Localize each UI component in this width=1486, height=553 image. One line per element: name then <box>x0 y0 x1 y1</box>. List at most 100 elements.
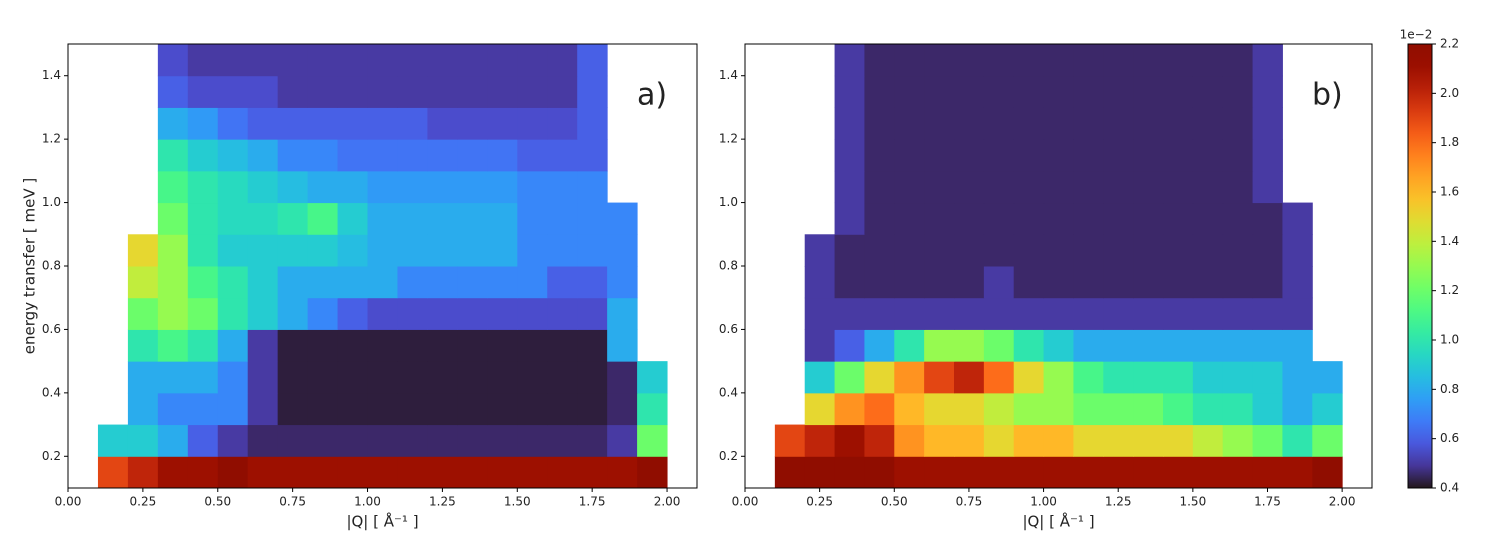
heatmap-cell <box>1103 266 1134 299</box>
heatmap-cell <box>337 297 369 330</box>
heatmap-cell <box>337 329 369 362</box>
heatmap-cell <box>1013 75 1045 108</box>
heatmap-cell <box>517 329 548 362</box>
heatmap-cell <box>1252 202 1283 235</box>
y-axis-label: energy transfer [ meV ] <box>21 178 39 354</box>
heatmap-cell <box>637 392 668 426</box>
x-tick-label: 1.75 <box>579 495 606 509</box>
heatmap-cell <box>1013 361 1045 394</box>
heatmap-cell <box>894 361 925 394</box>
heatmap-cell <box>1222 44 1254 77</box>
heatmap-cell <box>577 456 608 489</box>
heatmap-cell <box>577 266 608 299</box>
heatmap-cell <box>337 361 369 394</box>
heatmap-cell <box>1312 424 1343 457</box>
heatmap-cell <box>157 424 189 457</box>
heatmap-cell <box>637 361 668 394</box>
heatmap-cell <box>804 234 836 267</box>
heatmap-cell <box>307 44 339 77</box>
heatmap-cell <box>1073 44 1104 77</box>
heatmap-cell <box>397 297 428 330</box>
heatmap-cell <box>1163 392 1194 426</box>
heatmap-cell <box>864 392 895 426</box>
heatmap-cell <box>487 361 518 394</box>
heatmap-cell <box>1073 202 1104 235</box>
heatmap-cell <box>924 297 955 330</box>
heatmap-cell <box>1103 456 1134 489</box>
heatmap-cell <box>187 456 219 489</box>
heatmap-cell <box>1103 44 1134 77</box>
heatmap-cell <box>834 297 865 330</box>
heatmap-cell <box>337 424 369 457</box>
y-tick-label: 0.2 <box>719 449 738 463</box>
y-tick-label: 0.2 <box>42 449 61 463</box>
colorbar-tick-label: 2.0 <box>1440 86 1459 100</box>
heatmap-cell <box>547 361 578 394</box>
heatmap-cell <box>1252 392 1283 426</box>
heatmap-cell <box>277 456 309 489</box>
heatmap-cell <box>1013 170 1045 204</box>
heatmap-cell <box>924 202 955 235</box>
y-tick-label: 1.4 <box>42 68 61 82</box>
heatmap-cell <box>577 170 608 204</box>
heatmap-cell <box>924 75 955 108</box>
heatmap-cell <box>187 170 219 204</box>
heatmap-cell <box>1013 139 1045 172</box>
heatmap-cell <box>1013 424 1045 457</box>
x-tick-label: 0.00 <box>732 495 759 509</box>
heatmap-cell <box>247 456 279 489</box>
heatmap-cell <box>367 44 398 77</box>
heatmap-cell <box>1103 75 1134 108</box>
heatmap-cell <box>577 139 608 172</box>
colorbar-tick-label: 1.6 <box>1440 185 1459 199</box>
heatmap-cell <box>1133 44 1164 77</box>
heatmap-cell <box>1043 329 1074 362</box>
heatmap-cell <box>834 139 865 172</box>
heatmap-cell <box>157 44 189 77</box>
heatmap-cell <box>983 107 1015 140</box>
heatmap-cell <box>983 297 1015 330</box>
heatmap-cell <box>1312 456 1343 489</box>
heatmap-cell <box>1163 329 1194 362</box>
heatmap-cell <box>517 139 548 172</box>
heatmap-cell <box>277 424 309 457</box>
heatmap-cell <box>97 456 129 489</box>
heatmap-cell <box>307 75 339 108</box>
heatmap-cell <box>187 266 219 299</box>
heatmap-cell <box>487 329 518 362</box>
heatmap-cell <box>864 361 895 394</box>
heatmap-cell <box>1013 297 1045 330</box>
heatmap-cell <box>1163 361 1194 394</box>
heatmap-cell <box>834 107 865 140</box>
heatmap-cell <box>1192 361 1224 394</box>
x-tick-label: 0.75 <box>956 495 983 509</box>
heatmap-cell <box>1163 170 1194 204</box>
heatmap-cell <box>1252 424 1283 457</box>
heatmap-cell <box>1163 424 1194 457</box>
heatmap-cell <box>217 266 249 299</box>
heatmap-cell <box>1282 266 1313 299</box>
heatmap-cell <box>1312 392 1343 426</box>
heatmap-cell <box>1103 139 1134 172</box>
heatmap-cell <box>954 392 985 426</box>
heatmap-cell <box>1103 361 1134 394</box>
heatmap-cell <box>367 266 398 299</box>
heatmap-cell <box>774 456 806 489</box>
heatmap-cell <box>577 297 608 330</box>
heatmap-cell <box>517 266 548 299</box>
heatmap-cell <box>924 329 955 362</box>
colorbar-tick-label: 1.4 <box>1440 234 1459 248</box>
heatmap-cell <box>487 297 518 330</box>
heatmap-cell <box>277 75 309 108</box>
heatmap-cell <box>804 361 836 394</box>
heatmap-cell <box>1252 139 1283 172</box>
heatmap-cell <box>277 266 309 299</box>
heatmap-cell <box>247 75 279 108</box>
heatmap-cell <box>1103 297 1134 330</box>
heatmap-cell <box>834 361 865 394</box>
y-tick-label: 1.2 <box>42 132 61 146</box>
heatmap-cell <box>1133 266 1164 299</box>
heatmap-cell <box>127 424 159 457</box>
heatmap-cell <box>1163 456 1194 489</box>
heatmap-cell <box>1192 392 1224 426</box>
